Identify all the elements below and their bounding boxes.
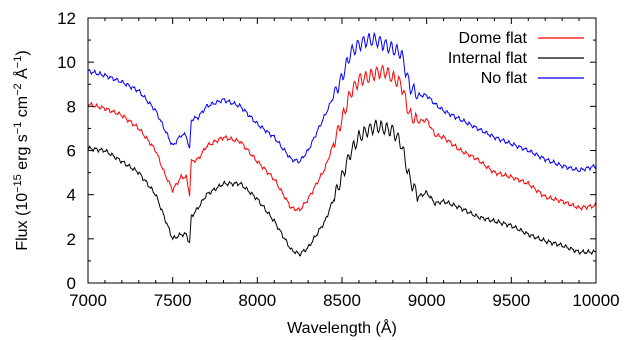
y-axis-label-exp4: −1	[12, 56, 24, 69]
x-tick-label: 8500	[323, 291, 361, 310]
y-tick-label: 4	[67, 186, 76, 205]
y-axis-label-mid2: cm	[14, 96, 31, 122]
y-tick-label: 6	[67, 142, 76, 161]
series-layer	[87, 31, 597, 257]
series-line-dome-flat	[87, 64, 597, 212]
y-axis-label-exp3: −2	[12, 83, 24, 96]
y-axis-label-mid1: erg s	[14, 134, 31, 174]
legend-label: No flat	[481, 70, 528, 87]
y-axis-label-exp2: −1	[12, 122, 24, 135]
legend: Dome flat Internal flat No flat	[448, 30, 584, 87]
legend-label: Internal flat	[448, 50, 528, 67]
ticks-layer: 7000 7500 8000 8500 9000 9500 10000 0 2 4 6 8 10 12	[57, 9, 620, 310]
y-axis-label-mid3: Å	[12, 68, 31, 83]
series-line-no-flat	[87, 31, 597, 173]
y-tick-label: 12	[57, 9, 76, 28]
y-tick-label: 2	[67, 230, 76, 249]
x-tick-label: 7500	[154, 291, 192, 310]
legend-label: Dome flat	[459, 30, 528, 47]
y-axis-label: Flux (10−15 erg s−1 cm−2 Å−1)	[12, 50, 31, 250]
y-tick-label: 0	[67, 274, 76, 293]
x-tick-label: 8000	[238, 291, 276, 310]
x-tick-label: 10000	[572, 291, 619, 310]
y-axis-label-exp1: −15	[12, 174, 24, 193]
x-axis-label: Wavelength (Å)	[287, 318, 397, 337]
x-tick-label: 7000	[69, 291, 107, 310]
y-tick-label: 10	[57, 53, 76, 72]
x-tick-label: 9000	[408, 291, 446, 310]
y-axis-label-suffix: )	[14, 50, 31, 55]
series-line-internal-flat	[87, 119, 597, 257]
x-tick-label: 9500	[492, 291, 530, 310]
y-axis-label-prefix: Flux (10	[14, 193, 31, 251]
y-tick-label: 8	[67, 97, 76, 116]
